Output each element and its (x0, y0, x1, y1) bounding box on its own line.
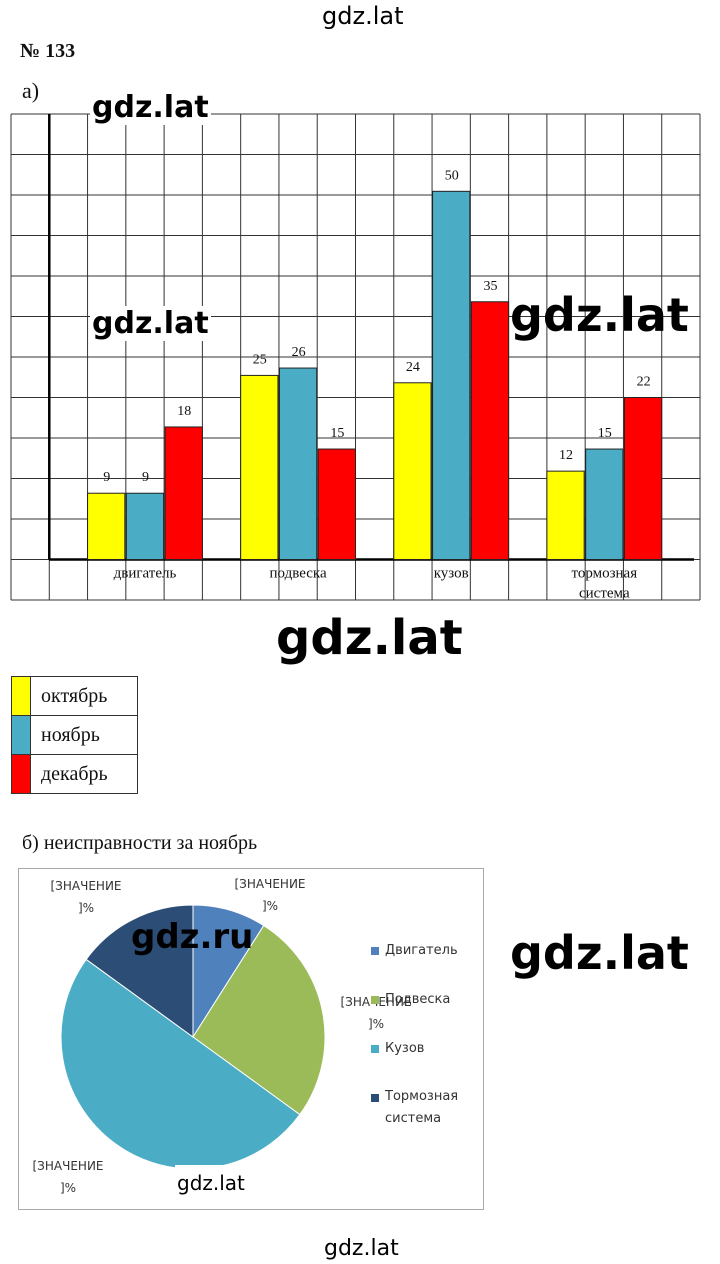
bar-3-1 (585, 448, 624, 560)
bar-2-1 (432, 190, 471, 560)
pie-label-brakes: [ЗНАЧЕНИЕ ]% (50, 879, 122, 915)
watermark-pie-left: gdz.ru (131, 917, 254, 957)
watermark-pie-bottom-bg (175, 1165, 267, 1195)
bar-value-label: 15 (330, 426, 344, 441)
bar-1-1 (278, 367, 318, 560)
bar-value-label: 15 (598, 426, 612, 441)
bar-value-label: 22 (637, 375, 651, 390)
bar-0-0 (87, 492, 126, 560)
watermark-under-chart: gdz.lat (276, 610, 463, 666)
pie-label-engine: [ЗНАЧЕНИЕ ]% (234, 877, 306, 913)
bar-value-label: 50 (445, 168, 459, 183)
bar-value-label: 12 (559, 448, 573, 463)
category-label: кузов (434, 566, 469, 582)
legend-swatch-november (12, 716, 31, 754)
legend-item-december: декабрь (12, 755, 137, 793)
pie-legend-label-body: Кузов (385, 1041, 425, 1056)
category-label: система (579, 586, 630, 602)
pie-legend-item-brakes: Тормозная система (371, 1089, 458, 1130)
bar-value-label: 35 (483, 279, 497, 294)
bar-value-label: 26 (292, 345, 306, 360)
legend-swatch-october (12, 677, 31, 715)
watermark-bottom: gdz.lat (324, 1236, 399, 1261)
pie-slice-3 (85, 904, 194, 1038)
pie-legend-item-engine: Двигатель (371, 943, 458, 958)
bar-value-label: 9 (142, 470, 149, 485)
watermark-chart-1: gdz.lat (90, 90, 211, 125)
bar-2-2 (470, 301, 510, 560)
legend-label-october: октябрь (41, 685, 108, 707)
bar-2-0 (393, 382, 432, 561)
part-a-label: а) (22, 78, 40, 103)
bar-value-label: 25 (253, 352, 267, 367)
legend-swatch-december (12, 755, 31, 793)
pie-label-body: [ЗНАЧЕНИЕ ]% (32, 1159, 104, 1195)
bar-0-1 (125, 492, 165, 560)
bar-3-0 (546, 470, 585, 560)
pie-chart (60, 904, 326, 1170)
legend-item-october: октябрь (12, 677, 137, 716)
bar-value-label: 9 (103, 470, 110, 485)
pie-slice-1 (192, 924, 326, 1116)
pie-legend-swatch-engine (371, 947, 379, 955)
pie-legend-label-engine: Двигатель (385, 943, 458, 958)
watermark-pie-bottom: gdz.lat (177, 1171, 245, 1195)
bar-legend: октябрь ноябрь декабрь (11, 676, 138, 794)
category-label: двигатель (114, 566, 177, 582)
pie-legend-label-brakes-line2: система (385, 1111, 442, 1126)
bar-3-2 (623, 397, 663, 560)
pie-slice-2 (60, 958, 301, 1170)
bar-value-label: 18 (177, 404, 191, 419)
legend-label-december: декабрь (41, 763, 108, 785)
part-b-label: б) неисправности за ноябрь (22, 832, 258, 854)
pie-legend-swatch-suspension (371, 996, 379, 1004)
watermark-chart-3: gdz.lat (510, 288, 689, 342)
legend-item-november: ноябрь (12, 716, 137, 755)
pie-chart-frame: [ЗНАЧЕНИЕ ]% [ЗНАЧЕНИЕ ]% [ЗНАЧЕНИЕ ]% [… (18, 868, 484, 1210)
category-label: тормозная (571, 566, 637, 582)
watermark-top: gdz.lat (322, 2, 404, 30)
pie-legend-label-suspension: Подвеска (385, 992, 451, 1007)
category-label: подвеска (270, 566, 327, 582)
bar-chart: 9 9 18 двигатель 25 26 15 подвеска 24 50 35 кузов 12… (10, 113, 701, 602)
pie-legend-item-body: Кузов (371, 1041, 458, 1056)
bar-value-label: 24 (406, 360, 420, 375)
problem-number: № 133 (20, 40, 76, 62)
legend-label-november: ноябрь (41, 724, 100, 746)
pie-legend: Двигатель Подвеска Кузов Тормозная систе… (371, 943, 458, 1130)
bar-1-2 (317, 448, 357, 560)
bar-0-2 (164, 426, 203, 561)
watermark-chart-2: gdz.lat (90, 306, 211, 341)
watermark-pie-right: gdz.lat (510, 926, 689, 980)
pie-legend-label-brakes-line1: Тормозная (385, 1089, 459, 1104)
pie-legend-swatch-brakes (371, 1094, 379, 1102)
bar-1-0 (240, 374, 279, 560)
pie-legend-label-brakes: Тормозная система (385, 1086, 458, 1130)
pie-legend-item-suspension: Подвеска (371, 992, 458, 1007)
pie-legend-swatch-body (371, 1045, 379, 1053)
